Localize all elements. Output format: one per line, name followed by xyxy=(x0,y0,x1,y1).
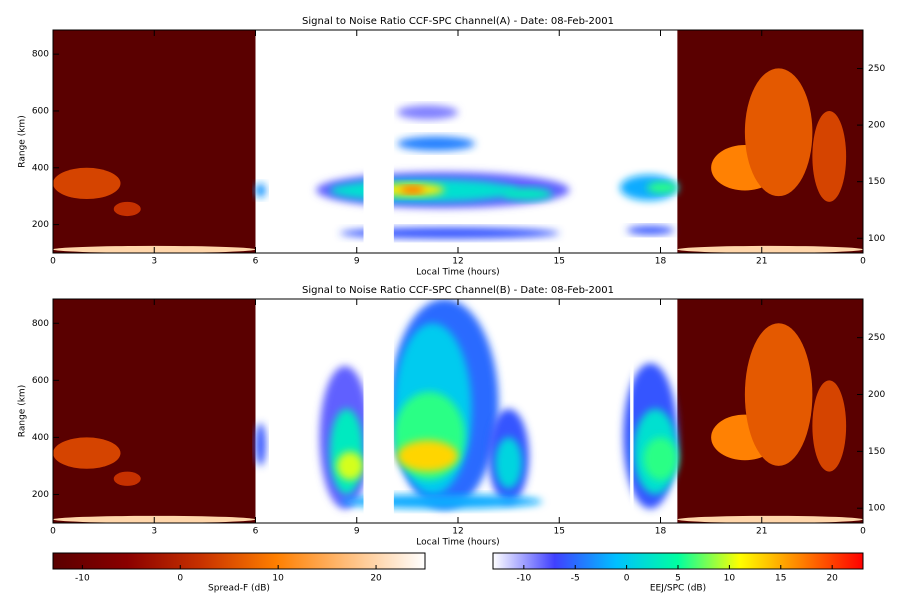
y-tick-label: 600 xyxy=(32,376,49,386)
colorbar xyxy=(52,552,426,570)
spread-f-background xyxy=(53,30,256,253)
x-tick-label: 15 xyxy=(554,257,565,267)
colorbar-tick-label: 20 xyxy=(826,574,838,584)
x-tick-label: 0 xyxy=(860,257,866,267)
y-tick-label: 400 xyxy=(32,163,49,173)
spread-f-echo xyxy=(677,245,863,253)
snr-patch xyxy=(255,423,266,466)
spread-f-echo xyxy=(113,471,141,486)
x-tick-label: 0 xyxy=(50,257,56,267)
y-tick-label: 800 xyxy=(32,50,49,60)
snr-patch xyxy=(339,227,560,239)
x-axis-label: Local Time (hours) xyxy=(416,268,499,278)
x-tick-label: 9 xyxy=(354,257,360,267)
y-axis-label: Range (km) xyxy=(18,115,28,167)
x-tick-label: 9 xyxy=(354,527,360,537)
x-tick-label: 18 xyxy=(655,527,667,537)
plot-area xyxy=(53,299,863,523)
colorbar-tick-label: -5 xyxy=(571,574,580,584)
spread-f-echo xyxy=(677,515,863,523)
y-axis-label: Range (km) xyxy=(18,385,28,437)
x-tick-label: 3 xyxy=(151,257,157,267)
spread-f-background xyxy=(53,299,256,523)
y2-tick-label: 250 xyxy=(868,333,885,343)
colorbar-tick-label: -10 xyxy=(516,574,531,584)
spread-f-echo xyxy=(53,167,121,200)
x-tick-label: 0 xyxy=(860,527,866,537)
snr-patch xyxy=(397,105,458,120)
x-tick-label: 3 xyxy=(151,527,157,537)
colorbar-label: EEJ/SPC (dB) xyxy=(650,584,706,594)
snr-patch xyxy=(336,451,364,481)
x-tick-label: 21 xyxy=(756,257,767,267)
y-tick-label: 200 xyxy=(32,490,49,500)
y-tick-label: 400 xyxy=(32,433,49,443)
colorbar-tick-label: 0 xyxy=(624,574,630,584)
spread-f-echo xyxy=(113,201,141,217)
x-tick-label: 0 xyxy=(50,527,56,537)
x-tick-label: 12 xyxy=(452,527,463,537)
colorbar-tick-label: 10 xyxy=(724,574,736,584)
colorbar-tick-label: 20 xyxy=(370,574,382,584)
x-axis-label: Local Time (hours) xyxy=(416,538,499,548)
x-tick-label: 21 xyxy=(756,527,767,537)
x-tick-label: 18 xyxy=(655,257,667,267)
colorbar-tick-label: -10 xyxy=(75,574,90,584)
y2-tick-label: 100 xyxy=(868,234,885,244)
y-tick-label: 600 xyxy=(32,106,49,116)
snr-patch xyxy=(397,136,475,151)
spread-f-echo xyxy=(744,68,813,197)
y2-tick-label: 200 xyxy=(868,121,885,131)
colorbar-tick-label: 15 xyxy=(775,574,786,584)
snr-patch xyxy=(626,226,674,235)
snr-patch xyxy=(501,187,553,201)
x-tick-label: 12 xyxy=(452,257,463,267)
y-tick-label: 200 xyxy=(32,220,49,230)
data-gap xyxy=(363,299,394,523)
y2-tick-label: 100 xyxy=(868,504,885,514)
x-tick-label: 15 xyxy=(554,527,565,537)
x-tick-label: 6 xyxy=(253,527,259,537)
snr-patch xyxy=(255,183,266,198)
colorbar-tick-label: 5 xyxy=(675,574,681,584)
snr-patch xyxy=(400,186,425,194)
snr-patch xyxy=(495,437,523,489)
data-gap xyxy=(363,30,394,253)
chart-title: Signal to Noise Ratio CCF-SPC Channel(A)… xyxy=(302,16,614,27)
spread-f-echo xyxy=(812,110,847,202)
spread-f-echo xyxy=(812,380,847,472)
x-tick-label: 6 xyxy=(253,257,259,267)
snr-patch xyxy=(329,408,364,495)
snr-patch xyxy=(643,437,678,481)
y2-tick-label: 150 xyxy=(868,177,885,187)
y-tick-label: 800 xyxy=(32,319,49,329)
spread-f-echo xyxy=(744,323,813,466)
spread-f-echo xyxy=(53,437,121,469)
plot-area xyxy=(53,30,863,253)
colorbar-tick-label: 10 xyxy=(272,574,284,584)
y2-tick-label: 200 xyxy=(868,390,885,400)
y2-tick-label: 150 xyxy=(868,447,885,457)
snr-patch xyxy=(397,440,458,472)
data-gap xyxy=(630,299,634,523)
snr-patch xyxy=(647,181,678,194)
colorbar-tick-label: 0 xyxy=(177,574,183,584)
chart-title: Signal to Noise Ratio CCF-SPC Channel(B)… xyxy=(302,285,614,296)
y2-tick-label: 250 xyxy=(868,64,885,74)
colorbar-label: Spread-F (dB) xyxy=(208,584,270,594)
